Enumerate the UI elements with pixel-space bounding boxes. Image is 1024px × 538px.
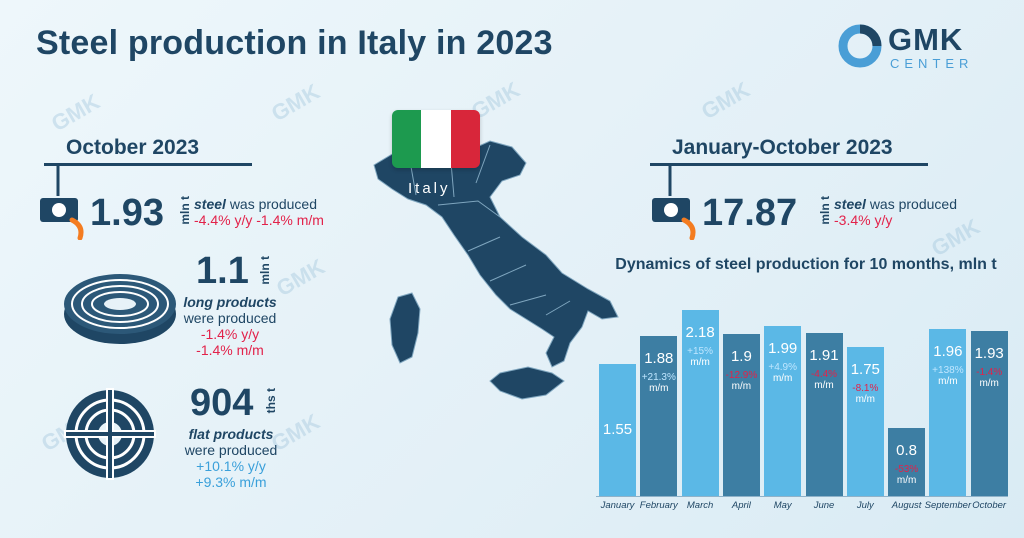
bar-value-label: 0.8: [896, 441, 918, 459]
chart-baseline: [596, 496, 1008, 497]
logo: GMK CENTER: [838, 22, 998, 72]
logo-name: GMK: [888, 22, 964, 57]
bar-mm-change-label: +4.9% m/m: [768, 362, 797, 385]
oct-flat-label: flat products: [188, 426, 274, 442]
bar-value-label: 1.75: [850, 360, 880, 378]
category-label: September: [924, 500, 972, 511]
category-label: February: [639, 500, 678, 511]
coil-icon: [64, 274, 176, 344]
category-label: October: [972, 500, 1007, 511]
ytd-heading: January-October 2023: [672, 136, 893, 159]
oct-flat-unit: ths t: [264, 388, 278, 414]
ladle-icon: [40, 166, 84, 240]
bar-mm-change-label: +21.3% m/m: [641, 371, 676, 394]
oct-long-unit: mln t: [258, 256, 272, 285]
oct-flat-yy: +10.1% y/y: [196, 458, 266, 474]
bar-mm-change-label: +138% m/m: [932, 364, 964, 387]
bar-mm-change-label: -53% m/m: [894, 463, 919, 486]
ytd-steel-yy: -3.4% y/y: [834, 212, 893, 228]
category-label: May: [773, 500, 792, 511]
bar-mm-change-label: -8.1% m/m: [852, 382, 879, 405]
oct-steel-unit: mln t: [178, 196, 192, 225]
watermark: GMK: [696, 76, 754, 125]
bar-april: -12.9% m/m 1.9: [722, 333, 760, 496]
oct-flat-text: were produced: [184, 442, 278, 458]
bar-may: +4.9% m/m 1.99: [764, 326, 802, 496]
page-title: Steel production in Italy in 2023: [36, 24, 553, 62]
bar-january: 1.55: [599, 363, 636, 496]
bar-value-label: 1.55: [602, 420, 633, 438]
oct-steel-text: was produced: [229, 196, 317, 212]
country-label: Italy: [408, 180, 451, 197]
october-heading: October 2023: [66, 136, 200, 159]
bar-value-label: 1.88: [644, 349, 674, 367]
bar-september: +138% m/m 1.96: [929, 328, 967, 496]
oct-flat-desc: flat products were produced +10.1% y/y +…: [176, 426, 286, 490]
oct-steel-value: 1.93: [90, 192, 164, 234]
bar-february: +21.3% m/m 1.88: [640, 335, 678, 496]
oct-steel-label: steel: [194, 196, 226, 212]
oct-steel-yy: -4.4% y/y: [194, 212, 253, 228]
bar-value-label: 1.99: [768, 340, 798, 358]
ytd-steel-value: 17.87: [702, 192, 798, 234]
oct-steel-mm: -1.4% m/m: [256, 212, 324, 228]
oct-flat-mm: +9.3% m/m: [195, 474, 267, 490]
category-label: August: [891, 500, 922, 511]
oct-steel-desc: steel was produced -4.4% y/y -1.4% m/m: [194, 196, 324, 228]
logo-subtitle: CENTER: [890, 56, 974, 71]
bar-july: -8.1% m/m 1.75: [846, 346, 884, 496]
ytd-steel-desc: steel was produced -3.4% y/y: [834, 196, 957, 228]
bar-value-label: 1.96: [933, 342, 963, 360]
oct-long-text: were produced: [183, 310, 277, 326]
bar-mm-change-label: -1.4% m/m: [976, 367, 1003, 390]
bar-mm-change-label: -12.9% m/m: [725, 369, 758, 392]
oct-long-value: 1.1: [196, 250, 249, 292]
watermark: GMK: [266, 78, 324, 127]
ytd-steel-text: was produced: [869, 196, 957, 212]
oct-long-mm: -1.4% m/m: [196, 342, 264, 358]
italy-flag: [392, 110, 480, 168]
flat-coil-icon: [64, 388, 156, 480]
ytd-heading-rule: [650, 163, 928, 166]
bar-august: -53% m/m 0.8: [888, 427, 926, 496]
oct-long-desc: long products were produced -1.4% y/y -1…: [176, 294, 284, 358]
oct-flat-value: 904: [190, 382, 254, 424]
bar-mm-change-label: -4.4% m/m: [810, 369, 838, 392]
bar-value-label: 2.18: [685, 324, 715, 342]
chart-title: Dynamics of steel production for 10 mont…: [615, 256, 997, 273]
category-label: July: [856, 500, 874, 511]
gmk-logo-icon: [838, 24, 882, 68]
bar-value-label: 1.9: [730, 347, 752, 365]
bar-october: -1.4% m/m 1.93: [970, 331, 1008, 496]
category-label: June: [813, 500, 835, 511]
oct-long-label: long products: [183, 294, 277, 310]
oct-long-yy: -1.4% y/y: [200, 326, 260, 342]
category-label: April: [731, 500, 751, 511]
category-label: March: [686, 500, 714, 511]
bar-value-label: 1.91: [809, 347, 839, 365]
october-heading-rule: [44, 163, 252, 166]
bar-value-label: 1.93: [974, 345, 1004, 363]
bar-june: -4.4% m/m 1.91: [805, 333, 843, 496]
italy-map: [373, 140, 619, 400]
bar-march: +15% m/m 2.18: [681, 310, 719, 496]
bar-mm-change-label: +15% m/m: [687, 346, 714, 369]
category-label: January: [600, 500, 635, 511]
ladle-icon: [652, 166, 696, 240]
ytd-steel-label: steel: [834, 196, 866, 212]
ytd-steel-unit: mln t: [818, 196, 832, 225]
watermark: GMK: [46, 88, 104, 137]
